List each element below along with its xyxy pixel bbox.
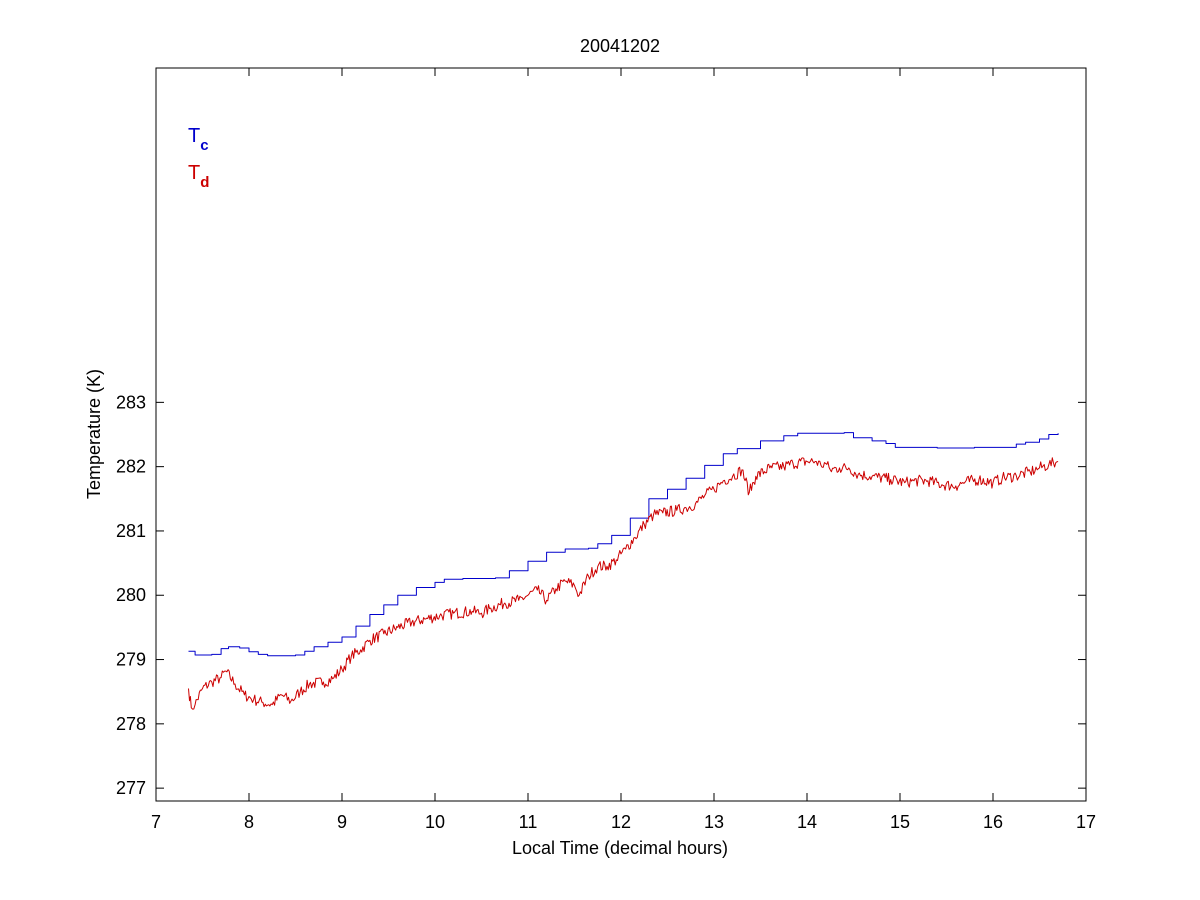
legend-td-sub: d (200, 174, 209, 191)
x-tick-label: 8 (244, 812, 254, 832)
legend-entry-td: Td (188, 162, 209, 191)
x-tick-label: 11 (519, 812, 538, 832)
plot-area (155, 67, 1087, 802)
x-tick-label: 17 (1076, 812, 1096, 832)
x-tick-label: 10 (425, 812, 445, 832)
x-axis: 7 8 9 10 11 12 13 14 15 16 17 (151, 68, 1096, 832)
y-axis-label: Temperature (K) (84, 369, 104, 499)
y-tick-label: 279 (116, 650, 146, 670)
x-tick-label: 15 (890, 812, 910, 832)
legend-entry-tc: Tc (188, 125, 209, 154)
legend-tc-sub: c (200, 137, 208, 154)
x-tick-label: 7 (151, 812, 161, 832)
x-tick-label: 14 (797, 812, 817, 832)
x-tick-label: 12 (611, 812, 631, 832)
y-axis: 277 278 279 280 281 282 283 (116, 392, 1086, 798)
y-tick-label: 281 (116, 521, 146, 541)
y-tick-label: 277 (116, 778, 146, 798)
x-tick-label: 9 (337, 812, 347, 832)
series-line-td (188, 457, 1059, 710)
legend: Tc Td (188, 125, 209, 191)
y-tick-label: 278 (116, 714, 146, 734)
y-tick-label: 283 (116, 392, 146, 412)
chart-title: 20041202 (580, 36, 660, 56)
x-tick-label: 13 (704, 812, 724, 832)
x-tick-label: 16 (983, 812, 1003, 832)
series-lines (188, 432, 1059, 710)
x-axis-label: Local Time (decimal hours) (512, 838, 728, 858)
series-line-tc (188, 432, 1059, 657)
y-tick-label: 282 (116, 457, 146, 477)
legend-td-main: T (188, 162, 200, 184)
legend-tc-main: T (188, 125, 200, 147)
y-tick-label: 280 (116, 585, 146, 605)
